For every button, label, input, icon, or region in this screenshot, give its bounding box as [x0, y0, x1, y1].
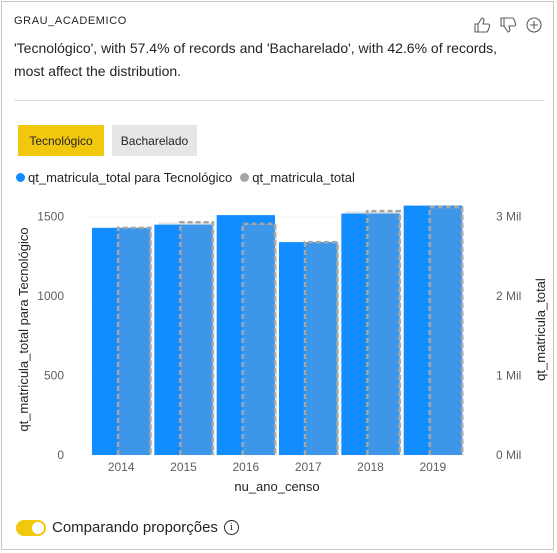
info-icon[interactable]: i: [223, 520, 239, 535]
right-axis-title: qt_matricula_total: [533, 278, 548, 381]
x-tick-label: 2018: [357, 460, 384, 474]
overlap-bar: [305, 242, 338, 455]
left-tick-label: 1000: [37, 289, 64, 303]
x-tick-label: 2015: [170, 460, 197, 474]
legend-dot-blue: [16, 173, 25, 182]
overlap-bar: [118, 227, 151, 455]
x-tick-label: 2016: [232, 460, 259, 474]
segment-button-bacharelado[interactable]: Bacharelado: [112, 125, 197, 156]
x-tick-label: 2014: [108, 460, 135, 474]
divider: [14, 100, 545, 101]
compare-proportions-label: Comparando proporções: [52, 519, 218, 536]
legend-item-series1: qt_matricula_total para Tecnológico: [16, 170, 232, 185]
right-tick-label: 1 Mil: [496, 369, 521, 383]
thumbs-down-icon[interactable]: [499, 16, 517, 34]
compare-proportions-row: Comparando proporções i: [16, 519, 239, 536]
overlap-bar: [242, 223, 275, 455]
left-tick-label: 500: [44, 369, 64, 383]
toggle-knob: [32, 521, 44, 534]
left-tick-label: 0: [57, 448, 64, 462]
visual-title: GRAU_ACADEMICO: [14, 15, 127, 27]
thumbs-up-icon[interactable]: [473, 16, 491, 34]
visual-header-actions: [473, 16, 543, 34]
left-axis-title: qt_matricula_total para Tecnológico: [16, 227, 31, 431]
left-tick-label: 1500: [37, 210, 64, 224]
legend-item-series2: qt_matricula_total: [240, 170, 355, 185]
legend-label-series1: qt_matricula_total para Tecnológico: [28, 170, 233, 185]
legend-dot-gray: [240, 173, 250, 182]
insight-summary: 'Tecnológico', with 57.4% of records and…: [14, 40, 498, 79]
segment-button-tecnologico[interactable]: Tecnológico: [18, 125, 104, 156]
overlap-bar: [180, 224, 213, 455]
right-tick-label: 2 Mil: [496, 289, 521, 303]
x-axis-title: nu_ano_censo: [234, 479, 319, 494]
add-circle-icon[interactable]: [525, 16, 543, 34]
comparison-bar-chart: 0 500 1000 1500 0 Mil 1 Mil 2 Mil 3 Mil 2014 2015…: [16, 205, 548, 494]
x-tick-label: 2019: [419, 460, 446, 474]
overlap-bar: [367, 213, 400, 455]
total-outline: [116, 205, 464, 455]
right-tick-label: 0 Mil: [496, 448, 521, 462]
overlap-bar: [429, 207, 462, 455]
compare-proportions-toggle[interactable]: [16, 519, 46, 536]
right-tick-label: 3 Mil: [496, 210, 521, 224]
chart-legend: qt_matricula_total para Tecnológico qt_m…: [16, 170, 355, 185]
legend-label-series2: qt_matricula_total: [252, 170, 355, 185]
x-tick-label: 2017: [295, 460, 322, 474]
